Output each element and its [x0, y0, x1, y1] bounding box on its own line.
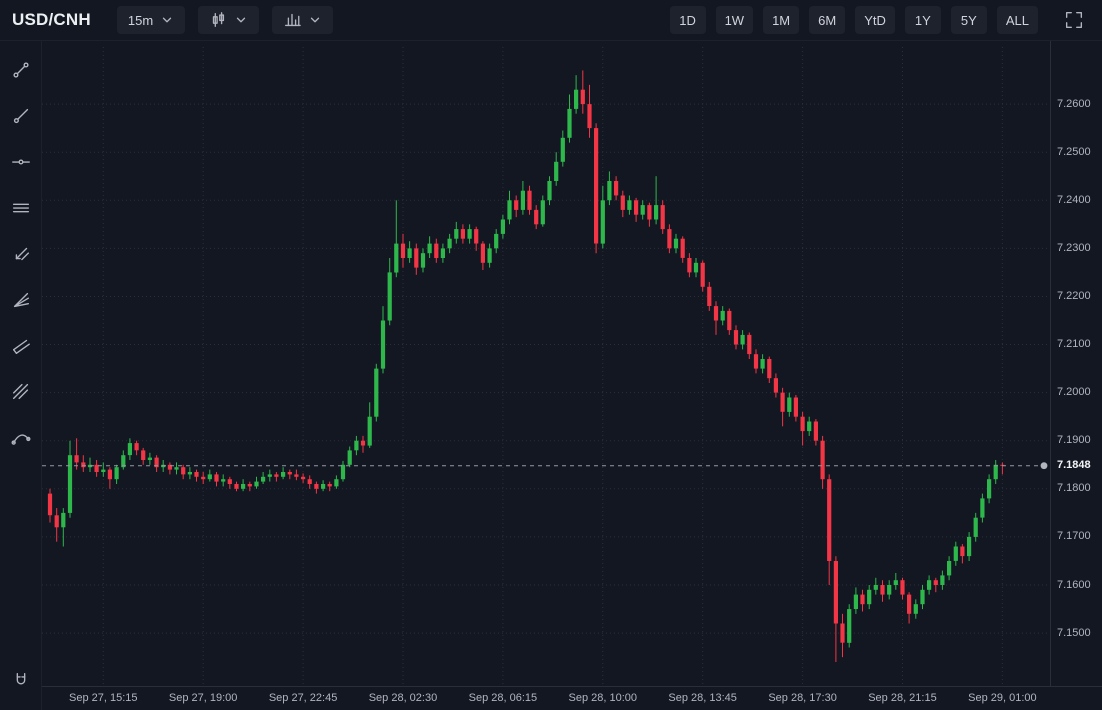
chart-type-dropdown[interactable] [198, 6, 260, 34]
price-tick-label: 7.2300 [1057, 241, 1091, 254]
tool-flag-channel[interactable] [4, 329, 38, 363]
symbol-title: USD/CNH [12, 10, 91, 29]
tool-hatch-channel[interactable] [4, 375, 38, 409]
price-tick-label: 7.2600 [1057, 97, 1091, 110]
range-button-1m[interactable]: 1M [763, 6, 800, 34]
time-tick-label: Sep 28, 02:30 [368, 692, 438, 704]
range-button-all[interactable]: ALL [996, 6, 1038, 34]
time-tick-label: Sep 28, 10:00 [568, 692, 638, 704]
range-button-ytd[interactable]: YtD [855, 6, 895, 34]
curve-icon [11, 434, 30, 445]
current-price-label: 7.1848 [1057, 459, 1091, 472]
time-tick-label: Sep 27, 22:45 [268, 692, 338, 704]
time-tick-label: Sep 28, 17:30 [768, 692, 837, 704]
chart-canvas[interactable] [42, 41, 1050, 686]
tool-horizontal-line[interactable] [4, 145, 38, 179]
magnet-icon [16, 672, 25, 685]
tool-parallel-lines[interactable] [4, 191, 38, 225]
time-tick-label: Sep 29, 01:00 [968, 692, 1037, 704]
tool-curve[interactable] [4, 421, 38, 455]
fan-icon [13, 292, 29, 308]
price-tick-label: 7.2200 [1057, 289, 1091, 302]
time-tick-label: Sep 28, 06:15 [468, 692, 538, 704]
hatch-channel-icon [12, 383, 28, 400]
tool-ray[interactable] [4, 99, 38, 133]
trend-line-icon [12, 62, 29, 78]
chevron-down-icon [163, 17, 172, 23]
arrows-icon [15, 247, 29, 261]
price-tick-label: 7.2100 [1057, 338, 1091, 351]
price-axis[interactable]: 7.2600 7.2500 7.2400 7.2300 7.2200 7.2100 7.20… [1050, 41, 1102, 686]
magnet-button[interactable] [4, 664, 38, 698]
fullscreen-button[interactable] [1058, 4, 1090, 36]
price-tick-label: 7.1600 [1057, 578, 1091, 591]
range-button-1d[interactable]: 1D [669, 6, 706, 34]
range-button-6m[interactable]: 6M [809, 6, 846, 34]
range-button-1w[interactable]: 1W [715, 6, 754, 34]
time-tick-label: Sep 28, 21:15 [868, 692, 937, 704]
price-tick-label: 7.1800 [1057, 482, 1091, 495]
chevron-down-icon [237, 17, 246, 23]
time-tick-label: Sep 28, 13:45 [668, 692, 737, 704]
price-tick-label: 7.1500 [1057, 626, 1091, 639]
columns-icon [285, 13, 301, 27]
parallel-lines-icon [12, 203, 29, 213]
time-axis[interactable]: Sep 27, 15:15 Sep 27, 19:00 Sep 27, 22:45 S… [42, 686, 1102, 710]
tool-fan[interactable] [4, 283, 38, 317]
top-toolbar: USD/CNH 15m 1D 1W 1M 6M YtD 1Y 5Y ALL [0, 0, 1102, 41]
time-tick-label: Sep 27, 19:00 [168, 692, 238, 704]
price-tick-label: 7.1700 [1057, 530, 1091, 543]
tool-arrows[interactable] [4, 237, 38, 271]
interval-dropdown[interactable]: 15m [116, 6, 186, 34]
price-tick-label: 7.1900 [1057, 434, 1091, 447]
range-button-1y[interactable]: 1Y [904, 6, 941, 34]
flag-channel-icon [12, 339, 30, 355]
price-tick-label: 7.2000 [1057, 386, 1091, 399]
fullscreen-icon [1065, 11, 1083, 29]
price-tick-label: 7.2400 [1057, 193, 1091, 206]
tool-trend-line[interactable] [4, 53, 38, 87]
range-button-5y[interactable]: 5Y [950, 6, 987, 34]
ray-icon [13, 108, 28, 124]
horizontal-line-icon [11, 159, 30, 165]
time-tick-label: Sep 27, 15:15 [69, 692, 138, 704]
price-tick-label: 7.2500 [1057, 145, 1091, 158]
indicators-dropdown[interactable] [272, 6, 334, 34]
drawing-toolbar [0, 41, 42, 710]
interval-label: 15m [127, 12, 154, 28]
chevron-down-icon [311, 17, 320, 23]
candlestick-icon [212, 12, 225, 27]
